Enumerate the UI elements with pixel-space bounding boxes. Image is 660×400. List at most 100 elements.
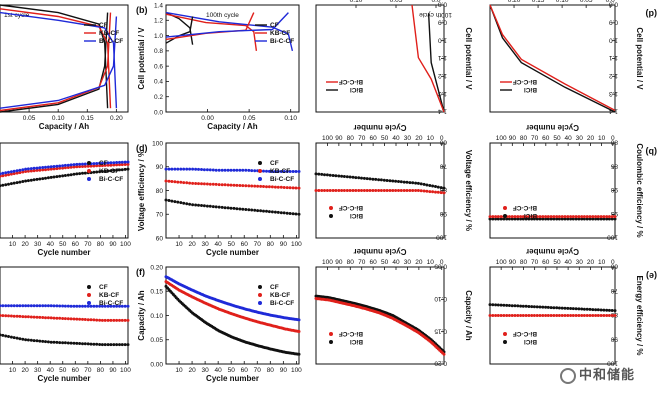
legend-label: Bi-C-CF [99, 38, 123, 45]
data-point [524, 215, 528, 219]
y-tick-label: 100 [152, 140, 163, 147]
data-point [546, 314, 550, 317]
data-point [72, 304, 76, 308]
data-point [29, 304, 33, 308]
legend-swatch [503, 332, 507, 336]
data-point [118, 343, 121, 347]
y-axis-label: Capacity / Ah [137, 290, 146, 340]
data-point [9, 182, 13, 186]
data-point [173, 200, 177, 204]
x-tick-label: 50 [228, 367, 236, 374]
data-point [7, 173, 10, 177]
data-point [250, 184, 254, 188]
panel-label: (d) [646, 9, 658, 19]
x-axis-label: Cycle number [38, 248, 91, 257]
data-point [502, 314, 506, 317]
legend-swatch [503, 206, 507, 210]
data-point [58, 341, 62, 345]
wechat-logo-icon [560, 367, 576, 384]
y-tick-label: 1.3 [438, 90, 447, 97]
data-point [591, 308, 595, 312]
data-point [238, 207, 242, 211]
data-point [81, 171, 84, 175]
x-tick-label: 40 [47, 367, 55, 374]
data-point [86, 164, 90, 168]
data-point [591, 217, 595, 221]
data-point [229, 206, 233, 210]
data-point [345, 189, 349, 192]
y-tick-label: 1.2 [438, 72, 447, 79]
y-tick-label: 0.20 [150, 264, 163, 271]
data-point [44, 165, 47, 169]
data-point [188, 167, 192, 171]
data-point [38, 339, 42, 343]
data-point [563, 215, 567, 219]
data-point [499, 217, 503, 221]
data-point [273, 170, 277, 173]
legend-label: KB-CF [99, 30, 119, 37]
data-point [530, 314, 534, 317]
x-tick-label: 50 [553, 259, 561, 266]
data-point [552, 306, 556, 310]
data-point [491, 303, 495, 307]
panel-label: (d) [136, 143, 148, 153]
data-point [81, 304, 84, 308]
x-axis-label: Capacity / Ah [207, 122, 257, 131]
data-point [256, 209, 260, 213]
y-tick-label: 0.00 [150, 361, 163, 368]
data-point [120, 163, 124, 167]
data-point [217, 168, 221, 172]
data-point [170, 199, 174, 203]
data-point [214, 168, 218, 172]
y-tick-label: 0.6 [154, 63, 163, 70]
data-point [368, 189, 372, 192]
plot-frame [315, 4, 445, 113]
y-tick-label: 0.8 [438, 1, 447, 8]
data-point [86, 304, 90, 308]
data-point [496, 215, 500, 219]
data-point [21, 170, 25, 174]
x-tick-label: 100 [291, 367, 302, 374]
data-point [613, 309, 617, 313]
data-point [41, 166, 45, 169]
y-tick-label: 0.8 [154, 48, 163, 55]
annotation-text: 100th cycle [206, 12, 239, 19]
data-point [323, 189, 326, 192]
y-axis-label: Energy efficiency / % [635, 275, 644, 355]
data-point [179, 167, 183, 171]
data-point [585, 217, 589, 221]
data-point [112, 343, 116, 347]
data-point [569, 215, 573, 219]
y-tick-label: 85 [610, 162, 618, 169]
y-tick-label: 1.4 [438, 108, 447, 115]
data-point [197, 167, 200, 171]
data-point [7, 182, 10, 186]
data-point [279, 211, 283, 215]
data-point [342, 189, 346, 192]
x-tick-label: 40 [392, 135, 400, 142]
data-point [81, 162, 84, 166]
x-tick-label: 0.10 [350, 0, 363, 4]
series-line [489, 4, 616, 112]
data-point [46, 340, 50, 344]
data-point [488, 314, 492, 317]
data-point [0, 184, 2, 188]
data-point [18, 168, 22, 172]
data-point [532, 217, 536, 221]
data-point [297, 330, 301, 333]
chart-c-bot: 100 90 80 70 60 50 40 30 20 10 00.200.150.100.05Cy… [314, 247, 473, 367]
data-point [546, 217, 550, 221]
data-point [505, 303, 509, 307]
data-point [120, 160, 124, 164]
plot-frame [0, 142, 129, 239]
series-line [165, 16, 194, 44]
data-point [4, 304, 8, 308]
data-point [200, 182, 203, 186]
y-tick-label: 1.4 [154, 2, 163, 9]
data-point [328, 189, 332, 192]
data-point [126, 318, 130, 322]
data-point [510, 304, 514, 308]
data-point [262, 209, 265, 213]
